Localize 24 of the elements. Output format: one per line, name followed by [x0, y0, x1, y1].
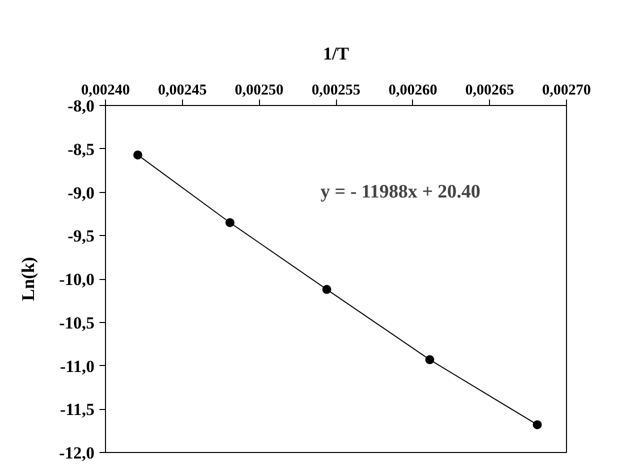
point	[225, 218, 234, 228]
y-tick-label: -12,0	[59, 444, 95, 462]
x-tick-label: 0,00250	[234, 82, 284, 98]
x-tick-label: 0,00240	[81, 82, 130, 98]
x-tick-label: 0,00245	[158, 82, 207, 98]
x-tick-label: 0,00260	[388, 82, 438, 98]
y-tick-label: -11,5	[60, 400, 95, 420]
point	[532, 420, 542, 430]
y-axis-title: Ln(k)	[18, 256, 38, 302]
x-axis-title: 1/T	[322, 44, 350, 64]
point	[133, 150, 142, 160]
y-tick-label: -9,5	[68, 226, 95, 246]
y-tick-label: -10,5	[59, 313, 95, 332]
y-tick-label: -8,5	[68, 140, 95, 159]
x-tick-label: 0,00265	[465, 82, 514, 98]
x-tick-label: 0,00270	[542, 82, 591, 98]
x-tick-label: 0,00255	[312, 82, 360, 98]
y-tick-label: -8,0	[68, 96, 95, 116]
point	[322, 284, 332, 294]
y-tick-label: -9,0	[68, 183, 95, 202]
y-tick-label: -10,0	[59, 270, 95, 289]
annotation: y = - 11988x + 20.40	[320, 182, 480, 202]
y-tick-label: -11,0	[60, 356, 95, 376]
point	[425, 355, 434, 364]
